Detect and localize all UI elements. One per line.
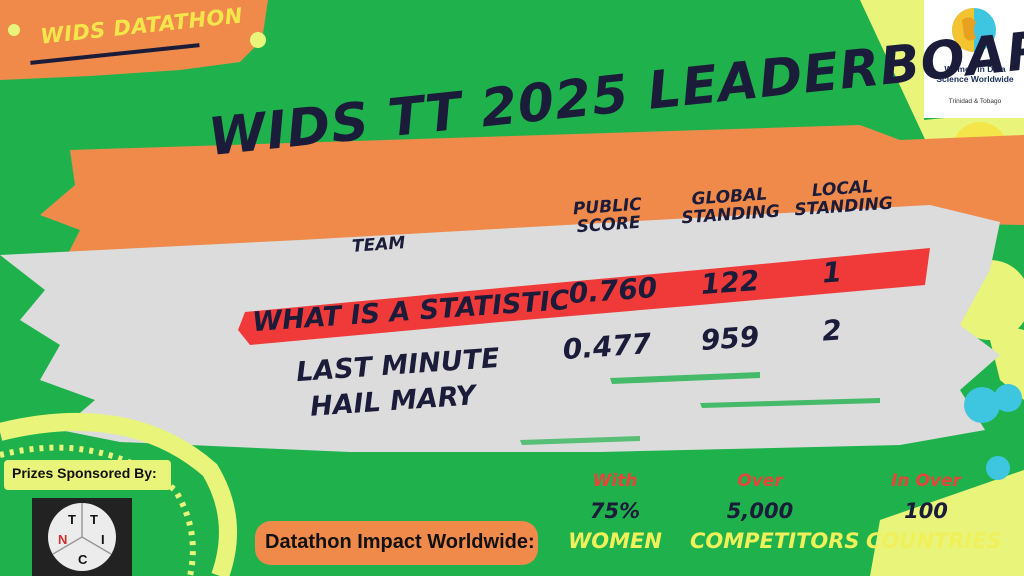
logo-subtitle: Trinidad & Tobago: [948, 98, 1002, 105]
table-row-1-local: 1: [821, 255, 843, 290]
table-row-2-score: 0.477: [561, 326, 653, 367]
ttnic-logo: T T N I C: [32, 498, 132, 576]
column-header-team: TEAM: [351, 233, 406, 257]
table-row-1-global: 122: [699, 264, 761, 301]
stat-countries-pre: In Over: [891, 471, 961, 491]
stat-women-post: WOMEN: [568, 529, 662, 553]
stat-competitors-pre: Over: [737, 471, 783, 491]
table-row-2-global: 959: [699, 320, 761, 357]
stat-countries-value: 100: [904, 499, 948, 523]
prize-sponsor-box: [4, 460, 171, 490]
ttnic-letter-2: T: [90, 512, 98, 527]
table-row-2-local: 2: [821, 313, 843, 348]
ttnic-letter-1: T: [68, 512, 76, 527]
ttnic-letter-5: C: [78, 552, 88, 567]
ttnic-letter-3: N: [58, 532, 67, 547]
impact-label: Datathon Impact Worldwide:: [265, 531, 535, 553]
wids-globe-icon: [952, 8, 996, 52]
column-header-public-score: PUBLIC SCORE: [572, 194, 643, 238]
stat-competitors-post: COMPETITORS: [690, 529, 860, 553]
impact-stat-women: With 75% WOMEN: [560, 466, 670, 556]
stat-competitors-value: 5,000: [726, 499, 794, 523]
ttnic-letter-4: I: [101, 532, 105, 547]
stat-women-value: 75%: [589, 499, 641, 523]
wids-logo: [924, 0, 1024, 118]
logo-name: Women in Data Science Worldwide: [936, 64, 1014, 84]
table-row-1-score: 0.760: [567, 270, 659, 311]
stat-women-pre: With: [592, 471, 638, 491]
column-header-local-standing: LOCAL STANDING: [793, 176, 894, 221]
impact-box: [255, 521, 538, 565]
impact-stat-countries: In Over 100 COUNTRIES: [866, 466, 1002, 556]
stat-countries-post: COUNTRIES: [866, 529, 1002, 553]
column-header-global-standing: GLOBAL STANDING: [680, 184, 781, 229]
impact-stat-competitors: Over 5,000 COMPETITORS: [690, 466, 860, 556]
prize-sponsor-label: Prizes Sponsored By:: [12, 465, 157, 481]
badge-underline: [30, 43, 200, 65]
